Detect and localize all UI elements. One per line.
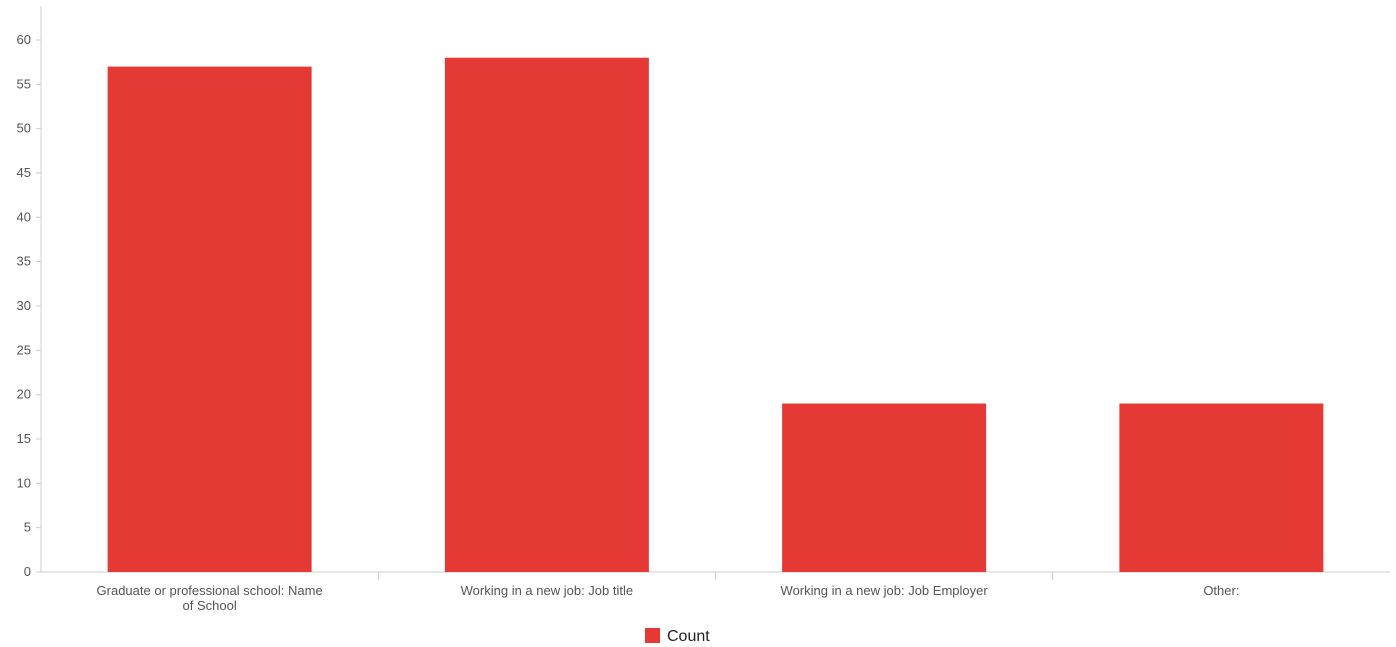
y-tick-label: 50 xyxy=(17,121,31,136)
y-axis: 0 5 10 15 20 25 30 35 40 45 50 55 60 xyxy=(17,6,42,579)
y-tick-label: 25 xyxy=(17,342,31,357)
x-tick-label: Working in a new job: Job Employer xyxy=(781,583,989,598)
bar xyxy=(107,66,312,572)
legend-swatch-count xyxy=(645,628,660,643)
y-tick-label: 20 xyxy=(17,387,31,402)
x-axis: Graduate or professional school: Nameof … xyxy=(41,571,1390,613)
y-tick-label: 40 xyxy=(17,209,31,224)
y-tick-label: 0 xyxy=(24,564,31,579)
x-tick-label: of School xyxy=(183,598,237,613)
y-tick-label: 10 xyxy=(17,475,31,490)
y-tick-label: 5 xyxy=(24,520,31,535)
y-tick-label: 15 xyxy=(17,431,31,446)
bar xyxy=(782,403,987,572)
legend-label-count: Count xyxy=(667,628,710,645)
y-tick-label: 35 xyxy=(17,254,31,269)
y-tick-label: 45 xyxy=(17,165,31,180)
legend: Count xyxy=(645,628,710,645)
bar xyxy=(1119,403,1324,572)
y-tick-label: 60 xyxy=(17,32,31,47)
y-tick-label: 30 xyxy=(17,298,31,313)
bars xyxy=(107,57,1324,572)
y-tick-label: 55 xyxy=(17,76,31,91)
x-tick-label: Graduate or professional school: Name xyxy=(97,583,323,598)
x-tick-label: Working in a new job: Job title xyxy=(461,583,633,598)
bar xyxy=(444,57,649,572)
x-tick-label: Other: xyxy=(1203,583,1239,598)
